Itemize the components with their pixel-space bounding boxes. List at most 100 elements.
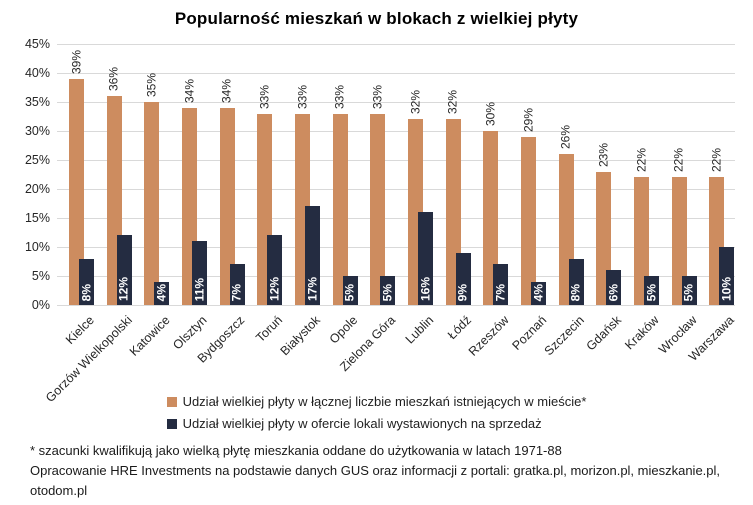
bar-value-label: 39%: [69, 49, 83, 74]
bar-value-label: 4%: [154, 283, 169, 301]
y-axis-label: 30%: [24, 124, 50, 138]
chart-title: Popularność mieszkań w blokach z wielkie…: [174, 9, 579, 28]
legend-swatch-navy: [166, 418, 177, 429]
bar-value-label: 8%: [79, 283, 93, 301]
bar-value-label: 22%: [709, 148, 724, 173]
bar-forsale-bydgoszcz: [229, 264, 245, 305]
bar-value-label: 29%: [521, 107, 535, 132]
footnote-line: Opracowanie HRE Investments na podstawie…: [30, 463, 721, 478]
gridline: [57, 218, 735, 219]
bar-existing-pozna-: [521, 136, 536, 305]
bar-value-label: 23%: [596, 142, 611, 167]
bar-value-label: 22%: [634, 148, 648, 173]
bar-value-label: 5%: [342, 283, 357, 301]
bar-forsale-katowice: [154, 281, 170, 305]
bar-value-label: 17%: [305, 276, 319, 301]
x-axis-label: Katowice: [126, 313, 173, 359]
bar-value-label: 10%: [719, 276, 734, 301]
x-axis-label: Toruń: [253, 313, 286, 346]
bar-forsale-pozna-: [531, 281, 546, 305]
bar-value-label: 35%: [144, 72, 159, 97]
gridline: [57, 131, 735, 132]
gridline: [57, 305, 735, 306]
bar-forsale-lublin: [418, 212, 433, 305]
gridline: [57, 247, 735, 248]
y-axis-label: 10%: [24, 240, 50, 254]
bar-forsale-rzesz-w: [493, 264, 509, 305]
footnote-line: * szacunki kwalifikują jako wielką płytę…: [30, 443, 562, 458]
bar-value-label: 8%: [568, 283, 583, 301]
footnote-line: otodom.pl: [30, 483, 88, 498]
bar-value-label: 36%: [106, 67, 121, 92]
bar-existing-katowice: [144, 102, 160, 305]
bar-forsale-krak-w: [644, 276, 659, 305]
bar-forsale-bia-ystok: [305, 206, 320, 305]
gridline: [57, 73, 735, 74]
bar-existing-wroc-aw: [671, 177, 687, 305]
bar-value-label: 22%: [671, 148, 686, 173]
bar-value-label: 9%: [455, 283, 470, 301]
bar-forsale--d-: [455, 252, 471, 305]
x-axis-label: Łódź: [444, 313, 474, 343]
bar-forsale-opole: [342, 276, 358, 305]
bar-forsale-gorz-w-wielkopolski: [116, 235, 132, 305]
bar-existing-krak-w: [634, 177, 649, 305]
plot-area: 0% 5% 10% 15% 20% 25% 30% 35% 40% 45% 39% 8% Kielce 3…: [25, 37, 737, 405]
bar-existing-kielce: [69, 78, 84, 305]
y-axis-label: 25%: [24, 153, 50, 167]
gridline: [57, 160, 735, 161]
footnote: * szacunki kwalifikują jako wielką płytę…: [30, 441, 720, 501]
y-axis-label: 20%: [24, 182, 50, 196]
bar-value-label: 26%: [558, 125, 573, 150]
y-axis-label: 40%: [24, 66, 50, 80]
bar-forsale-warszawa: [719, 247, 735, 305]
bar-value-label: 16%: [418, 276, 432, 301]
bar-forsale-wroc-aw: [681, 276, 697, 305]
legend-item-existing-stock: Udział wielkiej płyty w łącznej liczbie …: [166, 394, 587, 409]
bar-existing-rzesz-w: [483, 131, 499, 305]
bar-value-label: 11%: [192, 277, 206, 301]
x-axis-label: Białystok: [277, 313, 323, 359]
bar-value-label: 7%: [493, 283, 508, 301]
y-axis-label: 5%: [31, 269, 50, 283]
x-axis-label: Lublin: [402, 313, 436, 347]
bar-forsale-kielce: [79, 258, 94, 305]
bar-existing-bydgoszcz: [219, 107, 235, 305]
y-axis-label: 45%: [24, 37, 50, 51]
bar-value-label: 33%: [295, 84, 309, 109]
gridline: [57, 102, 735, 103]
bar-value-label: 33%: [370, 84, 385, 109]
x-axis-label: Opole: [327, 313, 361, 347]
gridline: [57, 276, 735, 277]
gridline: [57, 44, 735, 45]
legend: Udział wielkiej płyty w łącznej liczbie …: [0, 394, 753, 431]
bar-value-label: 32%: [408, 90, 422, 115]
x-axis-label: Szczecin: [541, 313, 587, 359]
gridline: [57, 189, 735, 190]
bar-forsale-toru-: [267, 235, 283, 305]
bar-forsale-gda-sk: [606, 270, 622, 305]
bar-value-label: 34%: [182, 78, 196, 103]
bar-value-label: 33%: [257, 84, 272, 109]
y-axis-label: 0%: [31, 298, 50, 312]
bar-existing-opole: [332, 113, 348, 305]
bar-forsale-olsztyn: [192, 241, 207, 305]
legend-swatch-orange: [166, 396, 177, 407]
legend-label: Udział wielkiej płyty w ofercie lokali w…: [182, 416, 542, 431]
bar-value-label: 32%: [445, 90, 460, 115]
bar-existing-zielona-g-ra: [370, 113, 386, 305]
bar-forsale-szczecin: [568, 258, 584, 305]
bar-value-label: 30%: [483, 101, 498, 126]
bar-value-label: 7%: [229, 283, 244, 301]
bar-value-label: 5%: [681, 283, 696, 301]
y-axis-label: 15%: [24, 211, 50, 225]
legend-label: Udział wielkiej płyty w łącznej liczbie …: [182, 394, 587, 409]
x-axis-label: Rzeszów: [465, 313, 512, 359]
bar-value-label: 33%: [332, 84, 347, 109]
bar-value-label: 6%: [606, 283, 621, 301]
legend-item-for-sale: Udział wielkiej płyty w ofercie lokali w…: [166, 416, 542, 431]
x-axis-label: Gdańsk: [583, 313, 625, 354]
bar-value-label: 12%: [116, 276, 131, 301]
bar-value-label: 4%: [531, 283, 545, 301]
